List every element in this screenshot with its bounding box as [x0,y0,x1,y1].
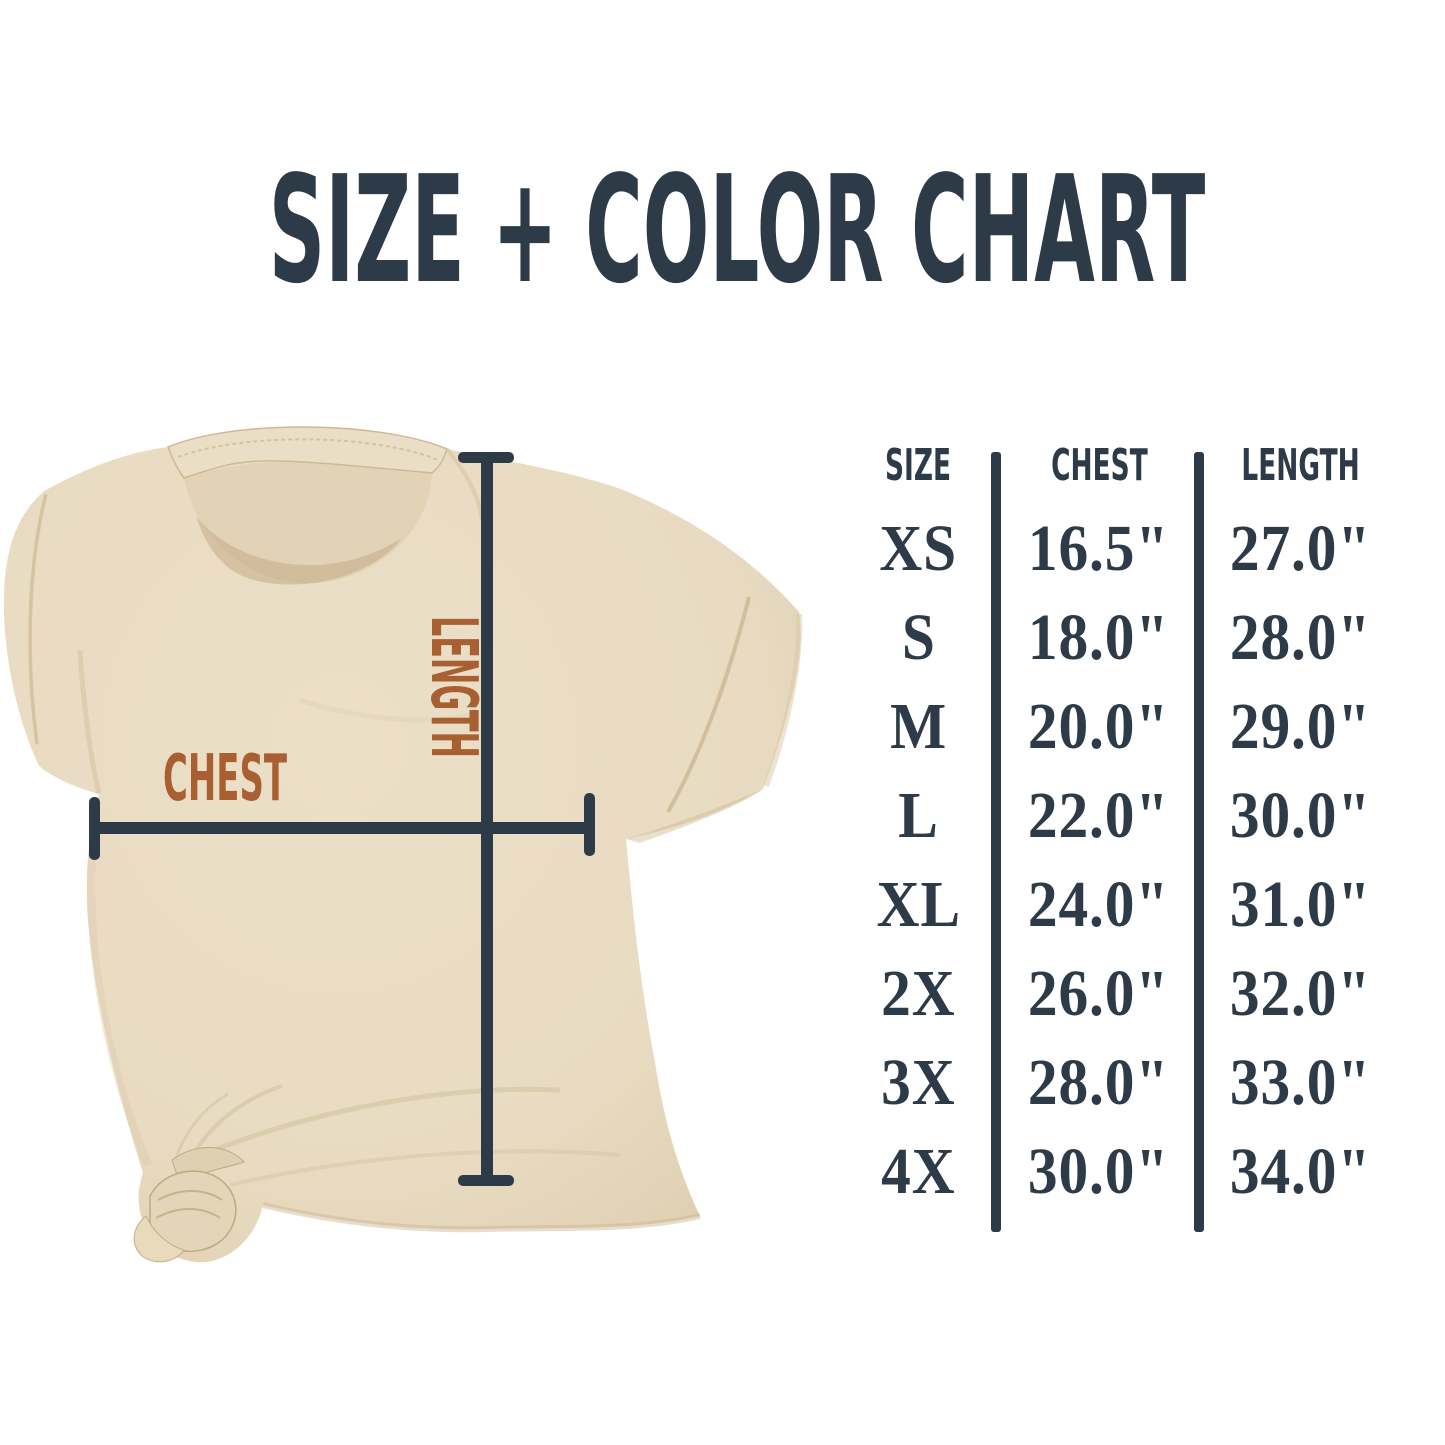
column-header-length: LENGTH [1201,428,1400,504]
column-header-label: CHEST [1050,440,1148,491]
chest-value: 28.0" [1028,1045,1170,1119]
chest-cell: 30.0" [997,1127,1201,1216]
column-header-label: SIZE [885,440,952,491]
chest-value: 18.0" [1028,600,1170,674]
length-value: 29.0" [1229,689,1372,763]
tshirt-collar-band [167,426,448,479]
size-value: 3X [881,1045,956,1119]
size-value: 4X [881,1134,956,1208]
chest-cell: 16.5" [997,504,1201,593]
column-header-label: LENGTH [1241,440,1360,491]
length-value: 30.0" [1229,778,1372,852]
size-cell: 4X [840,1127,997,1216]
length-value: 28.0" [1229,600,1372,674]
length-cell: 30.0" [1201,771,1400,860]
size-cell: 3X [840,1038,997,1127]
length-value: 31.0" [1229,867,1372,941]
chest-value: 20.0" [1028,689,1170,763]
page-title: SIZE + COLOR CHART [268,144,1206,316]
knot-lobe-tail [133,1215,185,1263]
chest-cell: 18.0" [997,593,1201,682]
sleeve-edge-shadow-right [763,613,803,788]
size-value: S [901,600,936,674]
chest-value: 30.0" [1028,1134,1170,1208]
chest-value: 16.5" [1028,511,1170,585]
table-divider [1194,452,1204,1232]
length-cell: 33.0" [1201,1038,1400,1127]
tshirt-body [3,426,801,1263]
length-cell: 34.0" [1201,1127,1400,1216]
knot-twist-line-2 [155,1208,221,1219]
chest-label: CHEST [163,742,287,816]
length-value: 33.0" [1229,1045,1372,1119]
column-header-size: SIZE [840,428,997,504]
tshirt-measurement-diagram: CHEST LENGTH [3,426,803,1263]
chest-value: 24.0" [1028,867,1170,941]
tshirt-collar-stitch [177,438,439,461]
hem-shadow [262,1202,701,1233]
size-cell: L [840,771,997,860]
knot-bunch-fold-1 [194,1084,283,1152]
size-value: 2X [881,956,956,1030]
size-value: XS [879,511,958,585]
knot-bunch-fold-2 [174,1092,229,1159]
chest-cell: 24.0" [997,860,1201,949]
length-value: 32.0" [1229,956,1372,1030]
length-cell: 29.0" [1201,682,1400,771]
length-cell: 27.0" [1201,504,1400,593]
underarm-shadow-right [626,789,763,843]
size-cell: XL [840,860,997,949]
sleeve-crease-left [28,493,48,745]
length-cell: 32.0" [1201,949,1400,1038]
chest-cell: 22.0" [997,771,1201,860]
chest-value: 22.0" [1028,778,1170,852]
tshirt-neck-shadow [196,516,402,585]
table-divider [991,452,1001,1232]
length-cell: 31.0" [1201,860,1400,949]
column-header-chest: CHEST [997,428,1201,504]
length-cell: 28.0" [1201,593,1400,682]
size-cell: 2X [840,949,997,1038]
length-label: LENGTH [416,616,490,758]
chest-cell: 20.0" [997,682,1201,771]
size-cell: S [840,593,997,682]
size-value: XL [876,867,961,941]
length-value: 27.0" [1229,511,1372,585]
length-value: 34.0" [1229,1134,1372,1208]
chest-wrinkle [299,697,471,723]
size-table: SIZE CHEST LENGTH XS 16.5" 27.0" S 18.0"… [840,428,1400,1232]
chest-measure-line [89,793,595,860]
body-fold-1 [214,1086,561,1153]
size-cell: M [840,682,997,771]
body-fold-2 [229,1149,621,1187]
knot-twist-line-1 [157,1190,223,1201]
length-measure-line [458,452,514,1186]
chest-cell: 28.0" [997,1038,1201,1127]
chest-cell: 26.0" [997,949,1201,1038]
chest-value: 26.0" [1028,956,1170,1030]
underarm-shadow-left [77,649,102,795]
size-cell: XS [840,504,997,593]
sleeve-crease-right [666,596,751,813]
size-value: M [890,689,947,763]
body-edge-shade-left [87,859,152,1167]
size-value: L [898,778,939,852]
